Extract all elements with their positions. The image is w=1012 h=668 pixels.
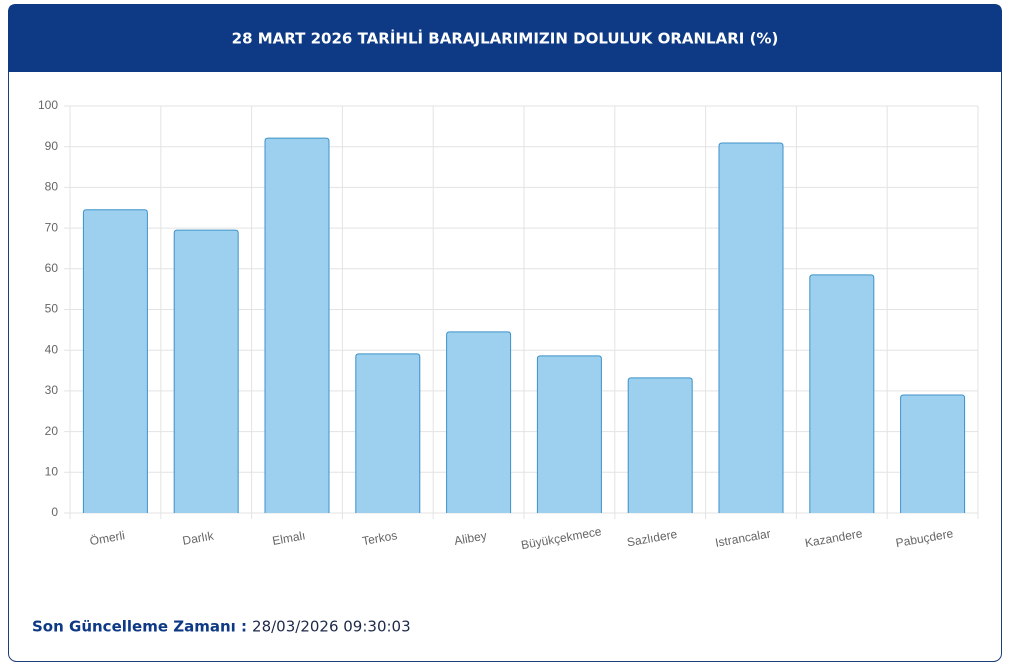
- y-tick-label: 20: [45, 424, 59, 438]
- bar: [900, 394, 966, 513]
- bar: [536, 355, 602, 513]
- bar: [355, 353, 421, 513]
- x-tick-label: Darlık: [181, 528, 215, 547]
- x-tick-label: Terkos: [361, 528, 398, 548]
- y-tick-label: 10: [45, 464, 59, 478]
- y-tick-label: 50: [45, 302, 59, 316]
- footer-value: 28/03/2026 09:30:03: [252, 618, 411, 636]
- bar: [82, 209, 148, 513]
- header-bar: [8, 4, 1002, 72]
- y-tick-label: 90: [45, 139, 59, 153]
- bar: [809, 274, 875, 513]
- x-tick-label: Ömerli: [89, 528, 126, 548]
- bar: [627, 377, 693, 513]
- y-tick-label: 30: [45, 383, 59, 397]
- footer-label: Son Güncelleme Zamanı :: [32, 618, 247, 636]
- bar: [446, 331, 512, 513]
- y-tick-label: 100: [38, 98, 58, 112]
- bar: [264, 137, 330, 513]
- y-tick-label: 80: [45, 180, 59, 194]
- chart-title: 28 MART 2026 TARİHLİ BARAJLARIMIZIN DOLU…: [232, 29, 779, 48]
- x-tick-label: Alibey: [453, 528, 488, 547]
- y-tick-label: 40: [45, 342, 59, 356]
- x-tick-label: Elmalı: [271, 528, 306, 548]
- y-tick-label: 0: [51, 505, 58, 519]
- bar: [718, 142, 784, 513]
- y-tick-label: 70: [45, 220, 59, 234]
- bar: [173, 229, 239, 513]
- y-tick-label: 60: [45, 261, 59, 275]
